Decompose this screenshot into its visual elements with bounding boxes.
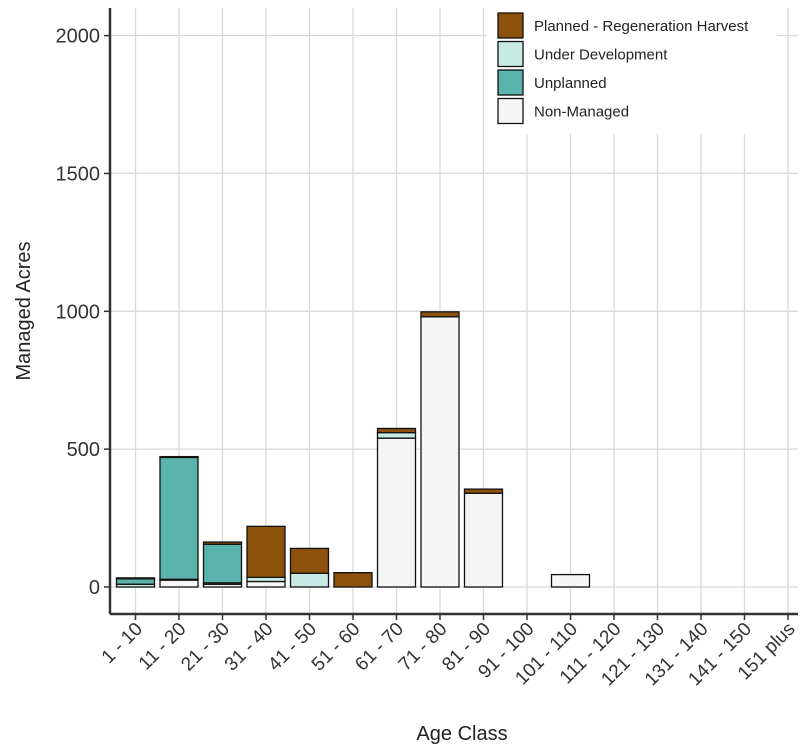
bar-segment-4-1 <box>289 572 330 588</box>
legend-swatch-2 <box>497 69 524 96</box>
legend: Planned - Regeneration Harvest Under Deve… <box>487 8 777 134</box>
bar-segment-1-2 <box>159 456 199 580</box>
bar-segment-2-3 <box>202 541 243 545</box>
bar-segment-0-3 <box>115 577 156 580</box>
y-tick-label-4: 2000 <box>56 26 101 48</box>
bar-segment-10-0 <box>550 573 591 588</box>
bar-segment-2-2 <box>202 543 243 584</box>
legend-swatch-1 <box>497 40 524 68</box>
bar-segment-3-3 <box>246 525 286 579</box>
legend-label-1: Under Development <box>534 47 668 64</box>
y-tick-label-0: 0 <box>89 577 100 599</box>
bar-segment-5-3 <box>333 572 373 588</box>
y-axis-title: Managed Acres <box>13 242 35 381</box>
bar-segment-8-3 <box>463 488 504 494</box>
legend-swatch-0 <box>497 12 524 39</box>
bars-layer <box>115 311 591 588</box>
bar-segment-6-3 <box>376 427 417 434</box>
bar-segment-0-2 <box>115 578 156 585</box>
bar-segment-8-0 <box>463 492 504 588</box>
bar-segment-1-3 <box>159 455 199 459</box>
bar-segment-1-0 <box>159 579 199 588</box>
legend-label-2: Unplanned <box>534 75 607 92</box>
legend-label-3: Non-Managed <box>534 104 629 121</box>
x-axis-title: Age Class <box>416 723 507 745</box>
y-tick-labels: 0 500 1000 1500 2000 <box>56 26 110 599</box>
bar-segment-6-0 <box>376 437 417 588</box>
bar-segment-6-1 <box>376 431 417 439</box>
y-tick-label-3: 1500 <box>56 163 101 185</box>
bar-segment-7-0 <box>420 316 460 588</box>
bar-segment-3-0 <box>246 580 286 588</box>
legend-swatch-3 <box>497 97 524 125</box>
y-tick-label-1: 500 <box>67 439 100 461</box>
legend-label-0: Planned - Regeneration Harvest <box>534 18 749 35</box>
bar-segment-4-3 <box>289 547 330 574</box>
grid-lines <box>110 8 798 614</box>
bar-segment-7-3 <box>420 311 460 318</box>
y-tick-label-2: 1000 <box>56 301 101 323</box>
legend-background <box>487 8 777 134</box>
